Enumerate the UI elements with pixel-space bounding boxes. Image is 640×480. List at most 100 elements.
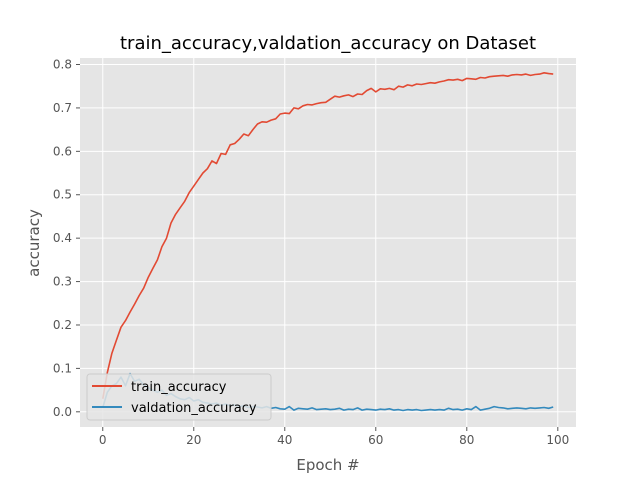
data-point-valdation-accuracy — [452, 409, 454, 411]
data-point-valdation-accuracy — [311, 407, 313, 409]
data-point-valdation-accuracy — [475, 406, 477, 408]
data-point-train-accuracy — [111, 352, 113, 354]
data-point-train-accuracy — [393, 89, 395, 91]
data-point-valdation-accuracy — [334, 408, 336, 410]
data-point-train-accuracy — [534, 74, 536, 76]
data-point-train-accuracy — [307, 104, 309, 106]
data-point-train-accuracy — [448, 79, 450, 81]
data-point-valdation-accuracy — [439, 409, 441, 411]
data-point-train-accuracy — [279, 113, 281, 115]
data-point-valdation-accuracy — [275, 407, 277, 409]
data-point-valdation-accuracy — [279, 408, 281, 410]
data-point-valdation-accuracy — [393, 409, 395, 411]
data-point-train-accuracy — [370, 88, 372, 90]
data-point-valdation-accuracy — [434, 409, 436, 411]
x-tick-label: 0 — [99, 433, 107, 447]
series-train-accuracy — [102, 72, 554, 399]
data-point-valdation-accuracy — [316, 409, 318, 411]
data-point-train-accuracy — [366, 90, 368, 92]
data-point-train-accuracy — [316, 103, 318, 105]
y-axis-label: accuracy — [25, 209, 43, 277]
x-tick-label: 20 — [186, 433, 201, 447]
data-point-train-accuracy — [252, 129, 254, 131]
data-point-train-accuracy — [343, 95, 345, 97]
data-point-valdation-accuracy — [471, 409, 473, 411]
data-point-train-accuracy — [152, 268, 154, 270]
data-point-train-accuracy — [443, 80, 445, 82]
data-point-train-accuracy — [402, 86, 404, 88]
legend-label-validation-accuracy: valdation_accuracy — [131, 401, 257, 416]
data-point-valdation-accuracy — [448, 408, 450, 410]
data-point-valdation-accuracy — [339, 408, 341, 410]
data-point-train-accuracy — [539, 73, 541, 75]
data-point-valdation-accuracy — [375, 409, 377, 411]
data-point-valdation-accuracy — [389, 408, 391, 410]
data-point-train-accuracy — [416, 83, 418, 85]
data-point-train-accuracy — [193, 185, 195, 187]
data-point-valdation-accuracy — [425, 409, 427, 411]
data-point-train-accuracy — [489, 76, 491, 78]
data-point-train-accuracy — [516, 74, 518, 76]
data-point-valdation-accuracy — [352, 409, 354, 411]
y-tick-label: 0.1 — [53, 361, 72, 375]
grid — [80, 58, 576, 427]
y-tick-label: 0.0 — [53, 405, 72, 419]
data-point-train-accuracy — [107, 372, 109, 374]
data-point-train-accuracy — [398, 85, 400, 87]
data-point-valdation-accuracy — [443, 409, 445, 411]
data-point-train-accuracy — [457, 79, 459, 81]
data-point-train-accuracy — [234, 143, 236, 145]
data-point-valdation-accuracy — [343, 409, 345, 411]
data-point-train-accuracy — [302, 105, 304, 107]
data-point-train-accuracy — [298, 108, 300, 110]
data-point-train-accuracy — [143, 287, 145, 289]
data-point-train-accuracy — [525, 73, 527, 75]
data-point-train-accuracy — [493, 75, 495, 77]
data-point-train-accuracy — [166, 237, 168, 239]
data-point-train-accuracy — [320, 102, 322, 104]
data-point-train-accuracy — [211, 160, 213, 162]
data-point-valdation-accuracy — [484, 408, 486, 410]
data-point-train-accuracy — [434, 82, 436, 84]
data-point-valdation-accuracy — [480, 409, 482, 411]
data-point-train-accuracy — [266, 121, 268, 123]
data-point-train-accuracy — [334, 95, 336, 97]
chart-title: train_accuracy,valdation_accuracy on Dat… — [120, 33, 536, 54]
y-tick-label: 0.3 — [53, 275, 72, 289]
data-point-valdation-accuracy — [357, 407, 359, 409]
data-point-train-accuracy — [361, 94, 363, 96]
data-point-train-accuracy — [220, 153, 222, 155]
data-point-train-accuracy — [352, 96, 354, 98]
data-point-train-accuracy — [475, 79, 477, 81]
data-point-valdation-accuracy — [521, 408, 523, 410]
data-point-valdation-accuracy — [466, 408, 468, 410]
data-point-valdation-accuracy — [370, 409, 372, 411]
data-point-train-accuracy — [325, 102, 327, 104]
data-point-valdation-accuracy — [525, 408, 527, 410]
data-point-train-accuracy — [198, 179, 200, 181]
data-point-train-accuracy — [261, 121, 263, 123]
data-point-train-accuracy — [134, 303, 136, 305]
data-point-valdation-accuracy — [498, 407, 500, 409]
axis-ticks: 0 20 40 60 80 100 0.0 0.1 0.2 0.3 0.4 0.5 0.6 0.7 0.8 — [53, 58, 569, 447]
data-point-valdation-accuracy — [457, 408, 459, 410]
data-point-valdation-accuracy — [289, 406, 291, 408]
data-point-valdation-accuracy — [502, 407, 504, 409]
data-point-valdation-accuracy — [543, 407, 545, 409]
data-point-train-accuracy — [484, 77, 486, 79]
data-point-valdation-accuracy — [320, 408, 322, 410]
data-point-train-accuracy — [330, 98, 332, 100]
y-tick-label: 0.7 — [53, 101, 72, 115]
data-point-train-accuracy — [161, 246, 163, 248]
data-point-valdation-accuracy — [507, 408, 509, 410]
data-point-train-accuracy — [521, 74, 523, 76]
data-point-valdation-accuracy — [298, 408, 300, 410]
data-point-train-accuracy — [439, 81, 441, 83]
data-point-valdation-accuracy — [430, 409, 432, 411]
data-point-train-accuracy — [389, 88, 391, 90]
y-tick-label: 0.5 — [53, 188, 72, 202]
data-point-train-accuracy — [348, 94, 350, 96]
data-point-train-accuracy — [188, 192, 190, 194]
data-point-valdation-accuracy — [493, 406, 495, 408]
data-point-train-accuracy — [357, 93, 359, 95]
